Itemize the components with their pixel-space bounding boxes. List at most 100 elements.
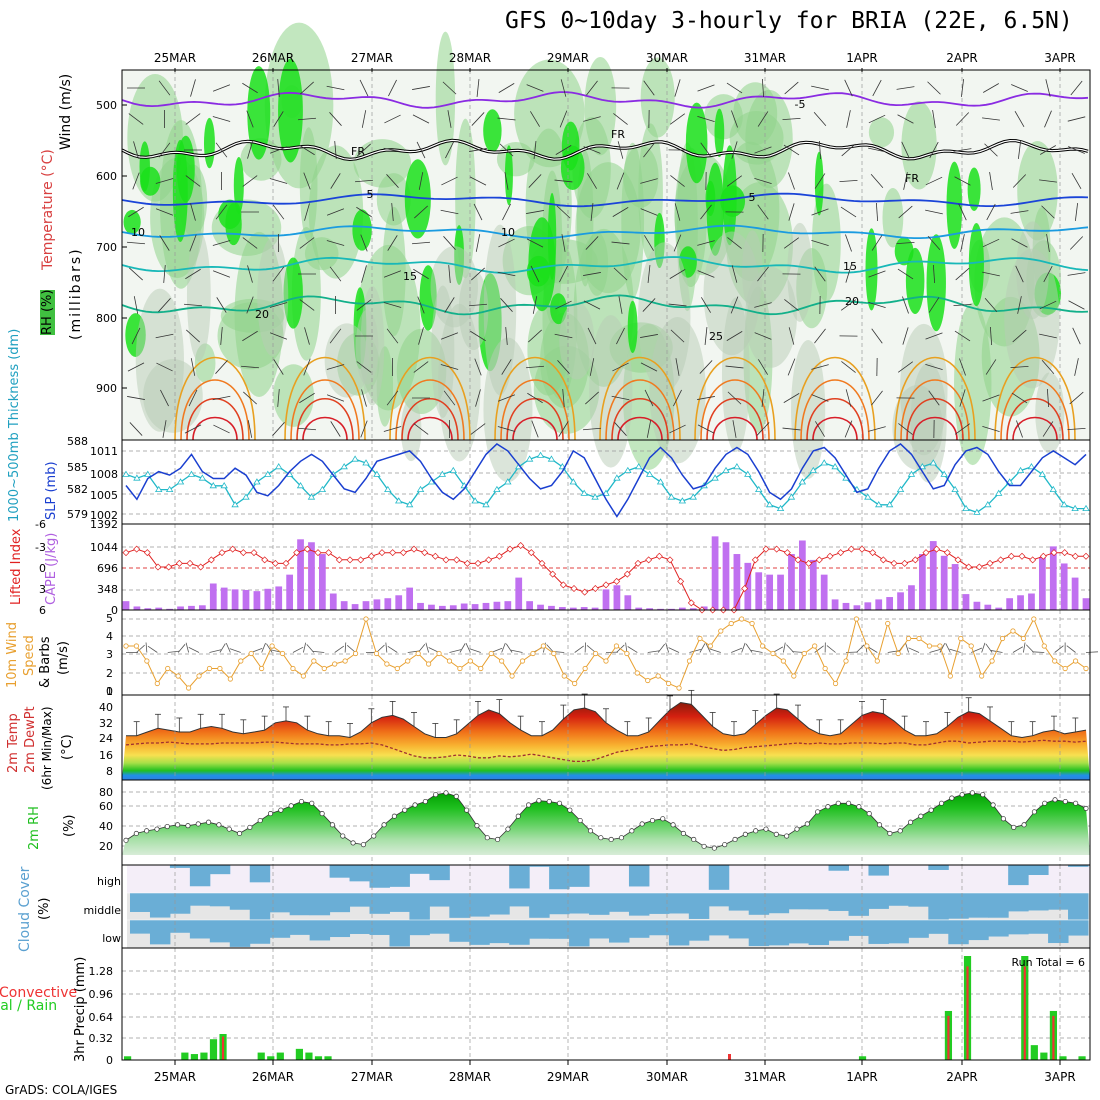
- rh-shade: [640, 57, 675, 138]
- warm-contour: [1012, 416, 1058, 441]
- wind-speed-point: [540, 643, 546, 649]
- cloud-block: [389, 865, 410, 887]
- warm-contour: [407, 416, 453, 441]
- rh-shade: [435, 31, 456, 166]
- wind-barb: [675, 358, 680, 376]
- wind-barb: [1015, 265, 1024, 283]
- wind-barb: [185, 175, 201, 187]
- rh-point: [711, 845, 717, 851]
- precip-bar: [324, 1056, 332, 1060]
- wind-barb-10m: [750, 649, 763, 653]
- contour-label-fr: FR: [905, 172, 919, 185]
- wind-barb: [1041, 205, 1055, 219]
- cape-bar: [428, 604, 435, 610]
- wind-barb: [127, 396, 145, 400]
- precip-bar: [209, 1039, 218, 1060]
- wind-barb-10m: [292, 646, 304, 653]
- wind-barb: [613, 267, 628, 281]
- wind-barb: [758, 359, 768, 375]
- wind-barb: [928, 297, 940, 313]
- lifted-index-label: Lifted Index: [9, 528, 24, 605]
- thickness-point: [1071, 504, 1079, 511]
- wind-barb-10m: [929, 648, 941, 653]
- wind-barb: [982, 425, 1000, 433]
- cloud-block: [868, 920, 889, 944]
- li-point: [890, 559, 898, 567]
- cloud-block: [130, 893, 151, 912]
- warm-contour: [694, 356, 776, 441]
- wind-barb: [215, 142, 228, 158]
- thickness-point: [820, 459, 828, 466]
- wind-barb: [418, 327, 424, 345]
- wind-barb: [815, 421, 825, 437]
- cloud-block: [589, 920, 610, 939]
- wind-barb: [212, 116, 231, 122]
- bottom-date-label: 26MAR: [252, 1070, 294, 1084]
- rh-point: [515, 813, 521, 819]
- rh-shade-bright: [203, 117, 215, 169]
- cape-bar: [220, 587, 228, 610]
- pressure-tick-label: 700: [96, 241, 117, 254]
- wind-speed-point: [1052, 658, 1058, 664]
- wind-speed-point: [1072, 658, 1079, 664]
- li-point: [559, 581, 567, 589]
- wind-barb: [902, 327, 909, 345]
- wind-barb: [391, 202, 394, 222]
- wind-barb: [387, 235, 398, 251]
- li-point: [762, 545, 770, 553]
- thickness-point: [471, 497, 479, 504]
- wind-barb: [475, 389, 481, 407]
- wind-barb: [583, 272, 601, 276]
- wind-barb-10m: [167, 650, 180, 653]
- wind-barb: [272, 204, 285, 220]
- rh-shade-bright: [483, 109, 502, 153]
- rh-point: [546, 798, 552, 805]
- cloud-block: [788, 893, 810, 910]
- li-point: [879, 556, 887, 564]
- li-point: [378, 549, 386, 557]
- wind-speed-point: [926, 643, 933, 649]
- cape-bar: [1049, 546, 1057, 610]
- wind-speed-point: [269, 643, 275, 649]
- rh-point: [495, 836, 501, 843]
- wind-barb: [960, 234, 965, 252]
- wind-barb: [504, 172, 509, 190]
- li-point: [175, 559, 183, 567]
- cloud-block: [209, 920, 231, 943]
- cape-tick-label: 0: [111, 604, 118, 617]
- thickness-point: [591, 493, 599, 500]
- li-tick-label: -6: [35, 518, 46, 531]
- wind-barb: [757, 111, 769, 127]
- wind-barb-10m: [856, 644, 865, 653]
- upper-label-rh: RH (%): [40, 289, 55, 335]
- wind-barb: [158, 142, 171, 158]
- wind-barb: [700, 204, 712, 220]
- wind-barb: [697, 84, 715, 92]
- li-point: [1071, 552, 1079, 560]
- wind-barb: [158, 298, 171, 312]
- contour-20: [121, 294, 1089, 316]
- wind-speed-point: [290, 665, 296, 672]
- wind-barb: [411, 241, 431, 245]
- precip-bar: [1040, 1052, 1048, 1060]
- wind-speed-point: [1062, 665, 1068, 672]
- li-point: [186, 559, 194, 567]
- wind-barb: [782, 427, 801, 431]
- cloud-block: [409, 865, 430, 874]
- wind-barb: [784, 299, 799, 311]
- rh-shade: [954, 302, 992, 466]
- rh-line: [125, 792, 1087, 849]
- wind-barb: [841, 143, 856, 157]
- cloud-block: [229, 893, 251, 910]
- warm-contour: [700, 379, 770, 441]
- rh-shade-grey: [400, 398, 422, 462]
- li-point: [794, 556, 802, 564]
- wind-barb-10m: [627, 646, 638, 653]
- cloud-block: [429, 865, 450, 881]
- wind-barb: [243, 391, 257, 405]
- wind-barb-10m: [945, 643, 951, 653]
- wind-speed-point: [321, 665, 327, 672]
- wind-speed-point: [332, 661, 338, 667]
- precip-conv-bar: [947, 1015, 950, 1060]
- wind-speed-point: [697, 635, 703, 642]
